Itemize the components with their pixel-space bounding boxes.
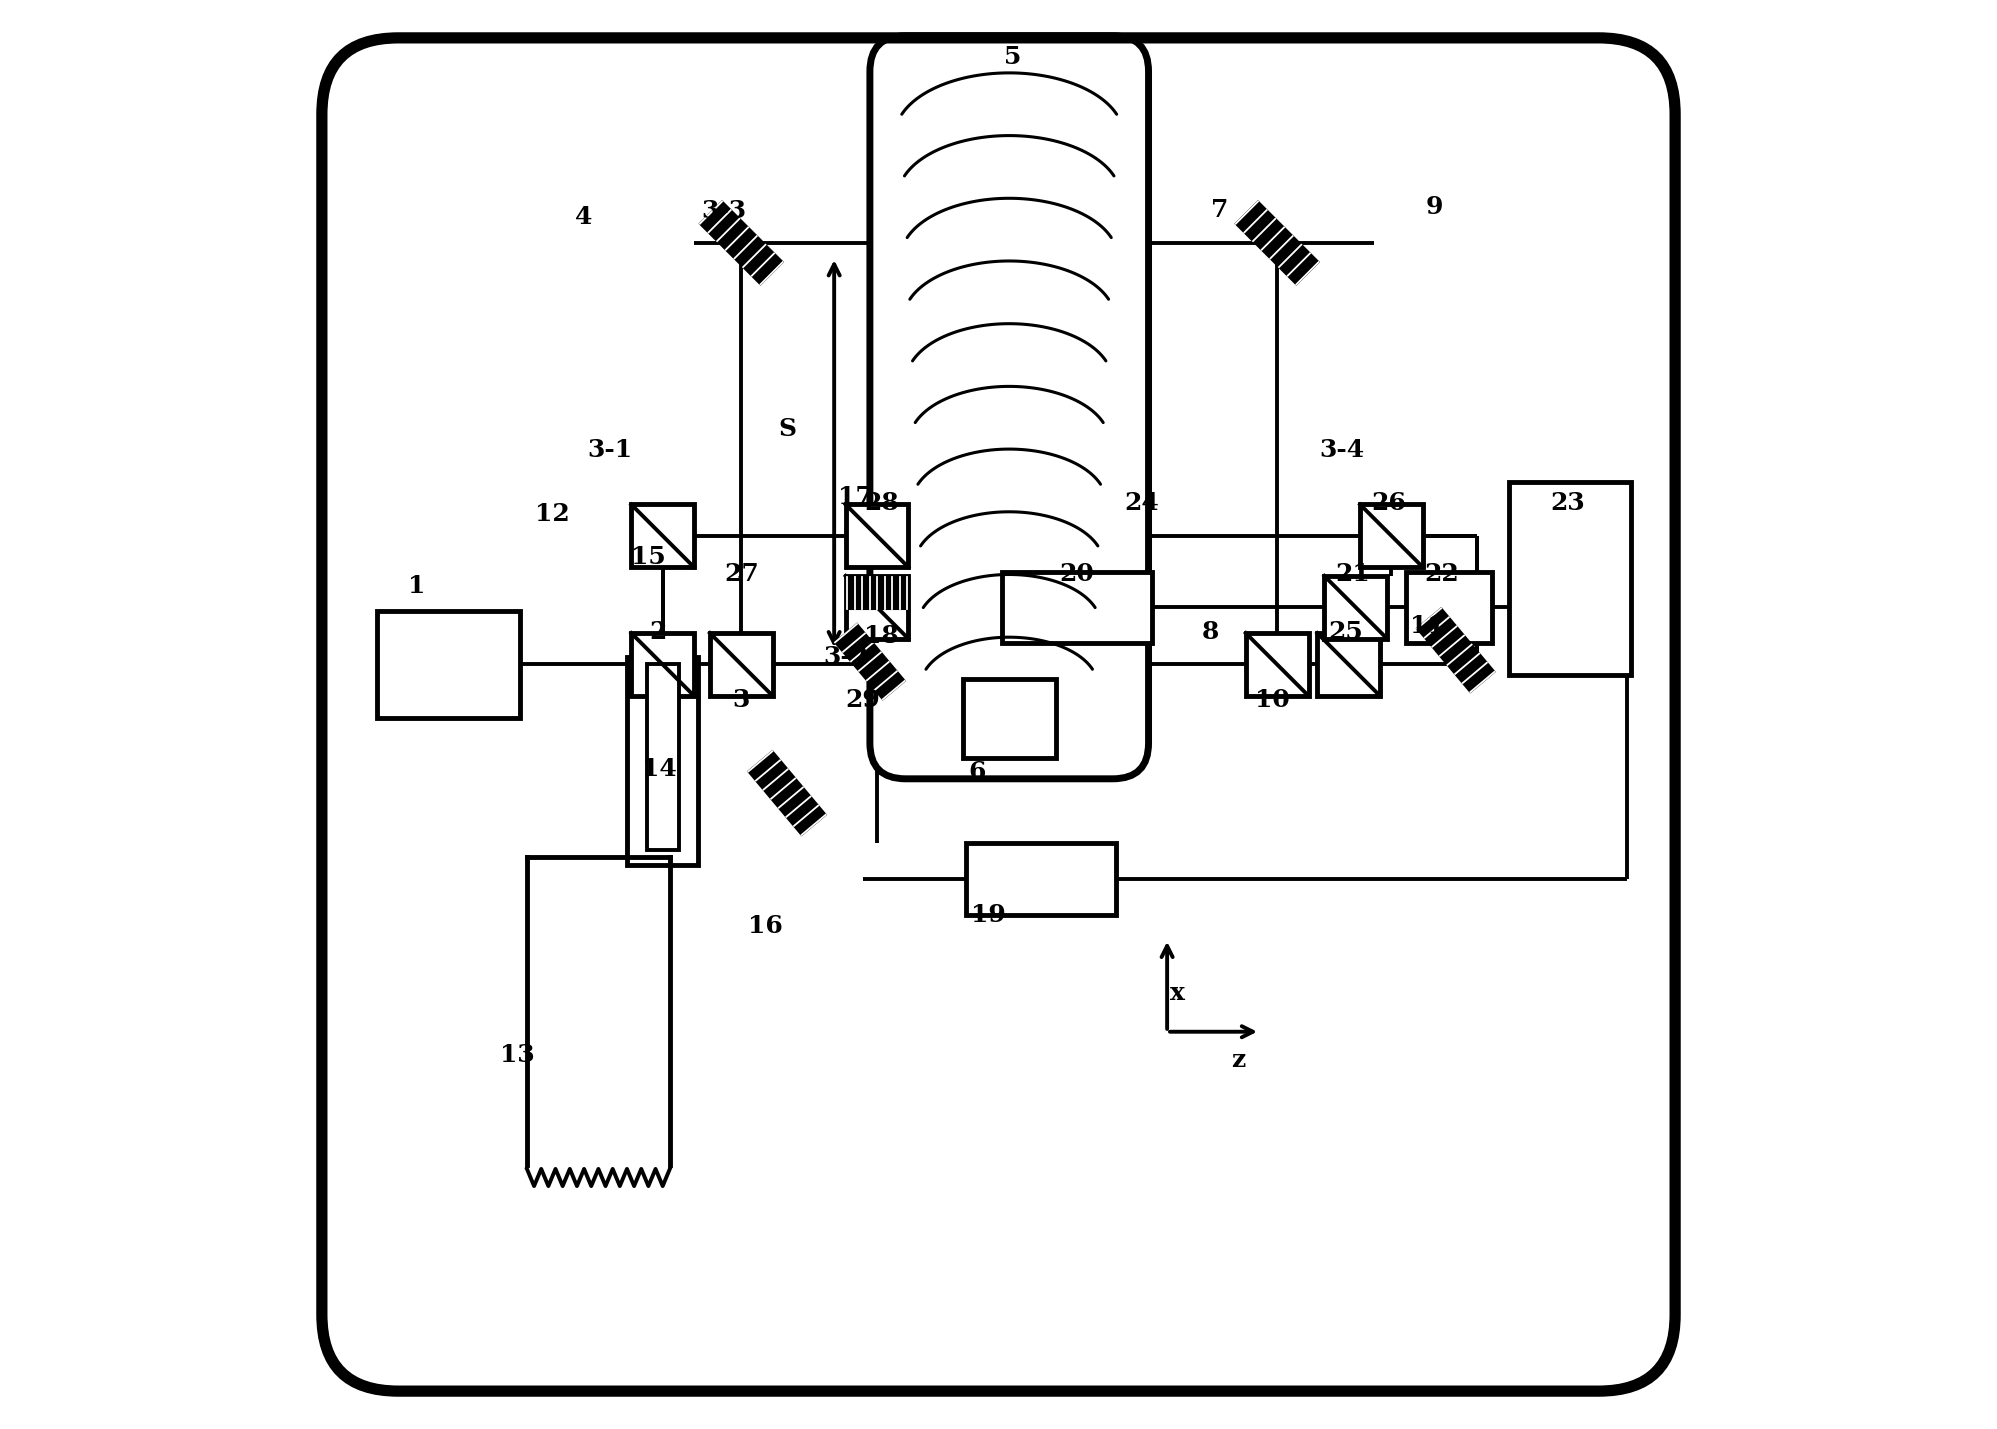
Polygon shape <box>835 624 905 699</box>
Text: 13: 13 <box>499 1043 535 1066</box>
Text: 24: 24 <box>1124 492 1158 514</box>
Text: 28: 28 <box>865 492 899 514</box>
Bar <box>631 504 695 567</box>
Text: 4: 4 <box>575 206 593 229</box>
Text: 25: 25 <box>1328 620 1364 643</box>
Text: 12: 12 <box>535 503 569 526</box>
Bar <box>709 633 773 696</box>
Text: 2: 2 <box>649 620 667 643</box>
Text: 3-1: 3-1 <box>587 439 633 462</box>
Bar <box>647 664 679 850</box>
Polygon shape <box>1236 201 1318 284</box>
Text: 8: 8 <box>1202 620 1218 643</box>
Polygon shape <box>699 201 783 284</box>
Text: 23: 23 <box>1550 492 1584 514</box>
Bar <box>1318 633 1380 696</box>
Text: 26: 26 <box>1372 492 1406 514</box>
Bar <box>845 504 909 567</box>
Text: 14: 14 <box>643 757 677 780</box>
Polygon shape <box>847 577 907 609</box>
Text: 7: 7 <box>1212 199 1228 221</box>
Text: 1: 1 <box>407 574 425 597</box>
Text: 6: 6 <box>969 760 987 783</box>
FancyBboxPatch shape <box>871 36 1148 779</box>
Polygon shape <box>1418 609 1494 692</box>
Text: 5: 5 <box>1004 46 1022 69</box>
Text: 20: 20 <box>1060 563 1094 586</box>
Text: S: S <box>779 417 797 440</box>
Bar <box>963 680 1056 759</box>
Bar <box>631 633 695 696</box>
Text: 10: 10 <box>1256 689 1290 712</box>
Text: x: x <box>1170 982 1184 1005</box>
Text: 11: 11 <box>1410 614 1444 637</box>
Text: 29: 29 <box>845 689 881 712</box>
FancyBboxPatch shape <box>320 36 1677 1393</box>
Bar <box>1360 504 1424 567</box>
Bar <box>1324 576 1388 639</box>
Bar <box>377 612 519 717</box>
Bar <box>967 843 1116 915</box>
Text: 21: 21 <box>1336 563 1370 586</box>
Bar <box>1510 483 1632 676</box>
Text: 22: 22 <box>1424 563 1460 586</box>
Text: 3-3: 3-3 <box>701 200 747 223</box>
Bar <box>1406 572 1492 643</box>
Bar <box>1002 572 1152 643</box>
Text: 3-2: 3-2 <box>823 646 869 669</box>
Text: 9: 9 <box>1426 196 1444 219</box>
Text: 18: 18 <box>865 624 899 647</box>
Polygon shape <box>749 752 825 835</box>
Text: 3-4: 3-4 <box>1318 439 1364 462</box>
Text: 17: 17 <box>839 486 873 509</box>
Text: 16: 16 <box>749 915 783 937</box>
Text: 15: 15 <box>631 546 665 569</box>
Text: 19: 19 <box>971 903 1006 926</box>
Text: 3: 3 <box>733 689 751 712</box>
Bar <box>845 576 909 639</box>
Bar <box>627 657 699 865</box>
Text: 27: 27 <box>723 563 759 586</box>
Text: z: z <box>1232 1049 1246 1072</box>
Bar <box>1246 633 1308 696</box>
